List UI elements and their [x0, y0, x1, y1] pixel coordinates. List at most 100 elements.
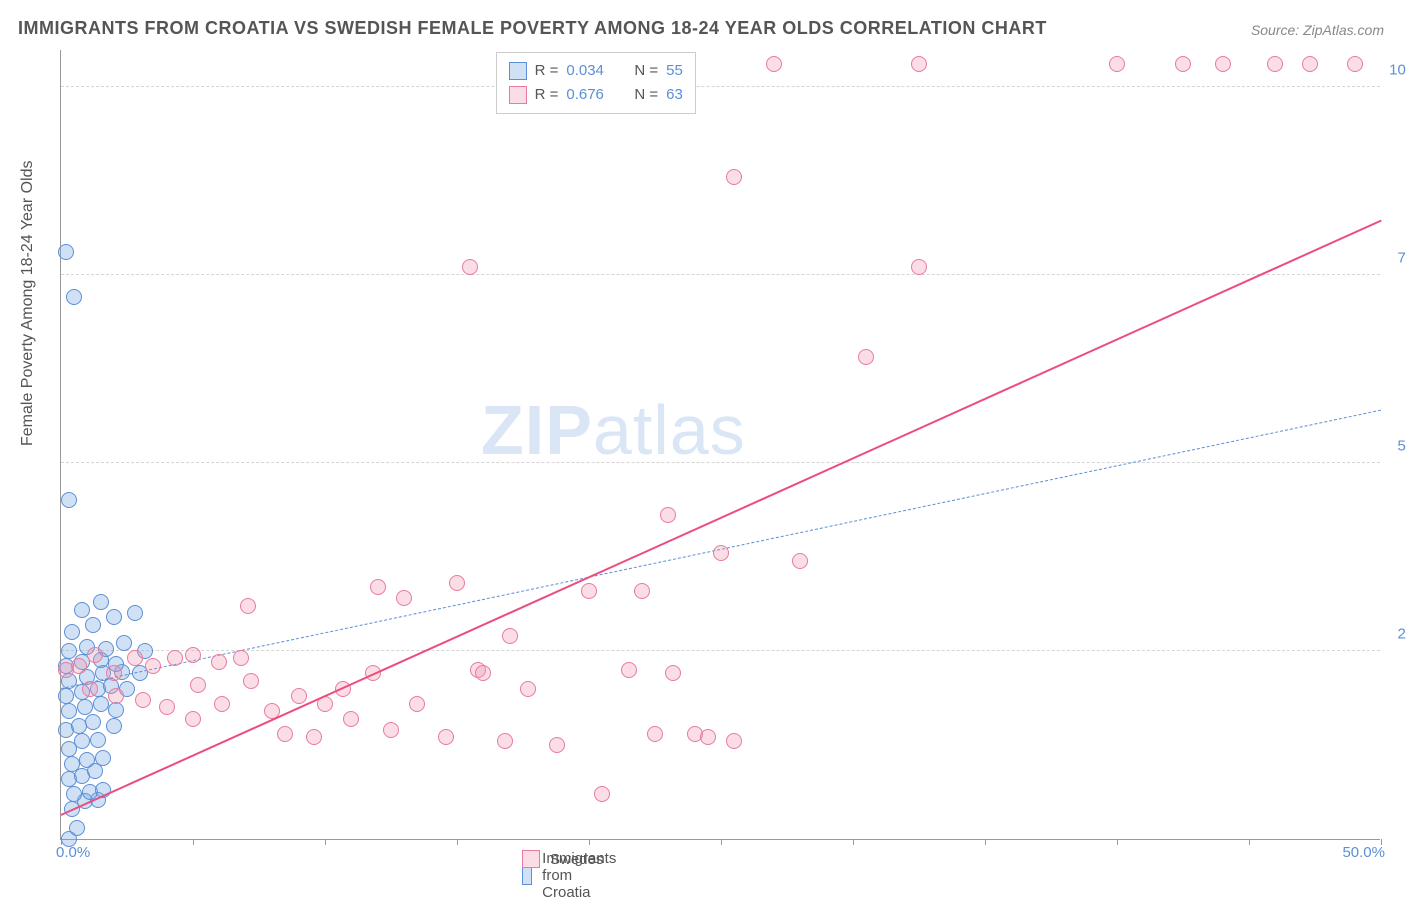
- x-tick-label: 50.0%: [1342, 844, 1385, 861]
- scatter-point: [1175, 56, 1191, 72]
- scatter-point: [1267, 56, 1283, 72]
- scatter-point: [159, 699, 175, 715]
- scatter-point: [409, 696, 425, 712]
- legend-item: Swedes: [522, 850, 603, 868]
- scatter-point: [214, 696, 230, 712]
- x-tick-mark: [589, 839, 590, 845]
- scatter-point: [1347, 56, 1363, 72]
- x-tick-mark: [325, 839, 326, 845]
- scatter-point: [61, 643, 77, 659]
- scatter-point: [85, 714, 101, 730]
- scatter-point: [911, 259, 927, 275]
- scatter-point: [74, 602, 90, 618]
- chart-title: IMMIGRANTS FROM CROATIA VS SWEDISH FEMAL…: [18, 18, 1047, 39]
- x-tick-mark: [457, 839, 458, 845]
- scatter-point: [665, 665, 681, 681]
- scatter-point: [396, 590, 412, 606]
- scatter-point: [306, 729, 322, 745]
- scatter-point: [549, 737, 565, 753]
- legend-r-label: R =: [535, 83, 559, 107]
- watermark: ZIPatlas: [481, 390, 746, 470]
- plot-area: ZIPatlas 25.0%50.0%75.0%100.0%0.0%50.0%: [60, 50, 1380, 840]
- scatter-point: [66, 786, 82, 802]
- scatter-point: [291, 688, 307, 704]
- scatter-point: [634, 583, 650, 599]
- scatter-point: [66, 289, 82, 305]
- y-tick-label: 50.0%: [1385, 437, 1406, 454]
- scatter-point: [77, 699, 93, 715]
- scatter-point: [438, 729, 454, 745]
- legend-r-label: R =: [535, 59, 559, 83]
- scatter-point: [167, 650, 183, 666]
- scatter-point: [190, 677, 206, 693]
- gridline-horizontal: [61, 462, 1380, 463]
- scatter-point: [581, 583, 597, 599]
- legend-r-value: 0.034: [566, 59, 616, 83]
- legend-label: Swedes: [550, 851, 603, 868]
- scatter-point: [766, 56, 782, 72]
- scatter-point: [726, 169, 742, 185]
- legend-n-value: 63: [666, 83, 683, 107]
- trend-line: [61, 220, 1382, 816]
- scatter-point: [106, 609, 122, 625]
- scatter-point: [858, 349, 874, 365]
- scatter-point: [243, 673, 259, 689]
- scatter-point: [64, 756, 80, 772]
- y-tick-label: 25.0%: [1385, 625, 1406, 642]
- gridline-horizontal: [61, 86, 1380, 87]
- scatter-point: [116, 635, 132, 651]
- scatter-point: [69, 820, 85, 836]
- scatter-point: [185, 647, 201, 663]
- scatter-point: [127, 605, 143, 621]
- scatter-point: [64, 624, 80, 640]
- scatter-point: [502, 628, 518, 644]
- legend-swatch: [522, 867, 532, 885]
- scatter-point: [127, 650, 143, 666]
- scatter-point: [726, 733, 742, 749]
- x-tick-label: 0.0%: [56, 844, 90, 861]
- scatter-point: [647, 726, 663, 742]
- legend-n-value: 55: [666, 59, 683, 83]
- y-tick-label: 100.0%: [1385, 61, 1406, 78]
- scatter-point: [1215, 56, 1231, 72]
- chart-source: Source: ZipAtlas.com: [1251, 22, 1384, 38]
- scatter-point: [700, 729, 716, 745]
- x-tick-mark: [985, 839, 986, 845]
- scatter-point: [233, 650, 249, 666]
- scatter-point: [135, 692, 151, 708]
- y-axis-label: Female Poverty Among 18-24 Year Olds: [19, 161, 37, 447]
- scatter-point: [145, 658, 161, 674]
- scatter-point: [108, 688, 124, 704]
- x-tick-mark: [1117, 839, 1118, 845]
- legend-swatch: [509, 62, 527, 80]
- scatter-point: [90, 732, 106, 748]
- legend-n-label: N =: [634, 83, 658, 107]
- scatter-point: [621, 662, 637, 678]
- stats-legend: R =0.034N =55R =0.676N =63: [496, 52, 696, 114]
- legend-swatch: [509, 86, 527, 104]
- scatter-point: [61, 492, 77, 508]
- legend-row: R =0.676N =63: [509, 83, 683, 107]
- watermark-bold: ZIP: [481, 391, 593, 469]
- scatter-point: [74, 733, 90, 749]
- scatter-point: [1302, 56, 1318, 72]
- scatter-point: [82, 681, 98, 697]
- scatter-point: [343, 711, 359, 727]
- scatter-point: [79, 752, 95, 768]
- x-tick-mark: [193, 839, 194, 845]
- gridline-horizontal: [61, 650, 1380, 651]
- x-tick-mark: [853, 839, 854, 845]
- scatter-point: [58, 688, 74, 704]
- scatter-point: [660, 507, 676, 523]
- scatter-point: [792, 553, 808, 569]
- scatter-point: [497, 733, 513, 749]
- scatter-point: [713, 545, 729, 561]
- x-tick-mark: [721, 839, 722, 845]
- scatter-point: [85, 617, 101, 633]
- gridline-horizontal: [61, 274, 1380, 275]
- scatter-point: [520, 681, 536, 697]
- legend-swatch: [522, 850, 540, 868]
- scatter-point: [211, 654, 227, 670]
- scatter-point: [93, 696, 109, 712]
- scatter-point: [61, 703, 77, 719]
